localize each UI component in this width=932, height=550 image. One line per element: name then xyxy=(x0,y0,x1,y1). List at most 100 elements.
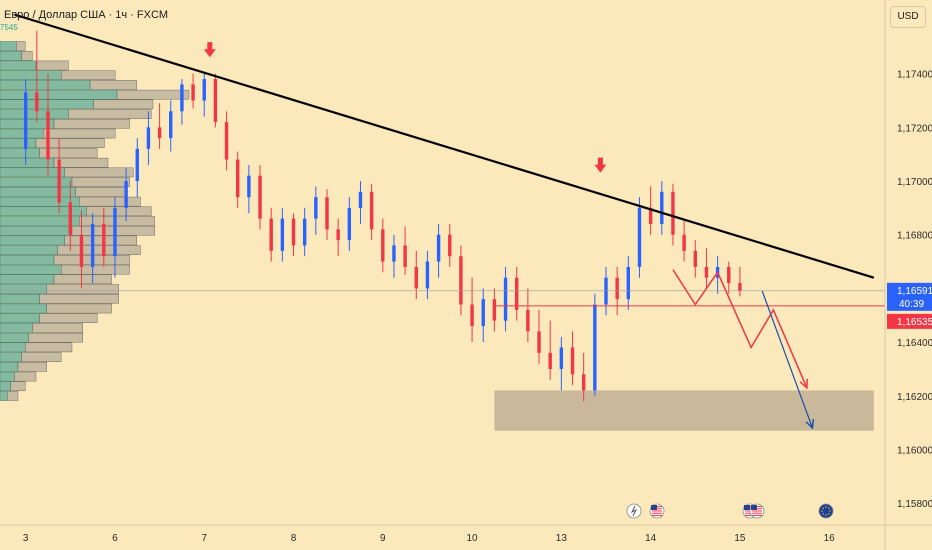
candle-body xyxy=(213,79,218,122)
volume-profile-bar-down xyxy=(53,274,112,285)
volume-profile-bar-up xyxy=(0,109,69,119)
volume-profile-bar-down xyxy=(93,99,154,110)
candle-body xyxy=(57,159,61,203)
eu-star xyxy=(828,513,830,515)
blue-projection-arrow xyxy=(805,418,815,430)
candle-body xyxy=(548,352,552,369)
price-tick-label: 1,16000 xyxy=(897,445,932,456)
volume-profile-bar-down xyxy=(39,148,98,158)
time-tick-label: 16 xyxy=(824,533,836,544)
down-arrow-marker-stem xyxy=(207,42,213,51)
candle-body xyxy=(247,175,251,198)
volume-profile-bar-down xyxy=(53,157,109,168)
candle-body xyxy=(581,374,586,391)
volume-profile-bar-down xyxy=(75,187,127,197)
candle-body xyxy=(615,277,619,300)
candle-body xyxy=(336,229,340,241)
last-price-value: 1,16591 xyxy=(897,286,932,297)
volume-profile-bar-up xyxy=(0,187,76,197)
last-price-tag xyxy=(887,282,932,311)
volume-profile-bar-up xyxy=(0,216,80,226)
time-tick-label: 8 xyxy=(291,533,297,544)
candle-body xyxy=(727,266,731,284)
time-tick-label: 14 xyxy=(645,533,657,544)
candle-body xyxy=(682,234,686,251)
price-tick-label: 1,17200 xyxy=(897,123,932,134)
time-tick-label: 6 xyxy=(112,533,118,544)
volume-profile-bar-down xyxy=(61,70,116,80)
eu-star xyxy=(829,510,831,512)
volume-profile-bar-up xyxy=(0,225,73,236)
candle-body xyxy=(180,84,184,112)
candle-body xyxy=(202,79,206,101)
volume-profile-bar-down xyxy=(39,294,119,304)
price-tick-label: 1,16400 xyxy=(897,338,932,349)
currency-button[interactable]: USD xyxy=(890,6,926,28)
volume-profile-bar-up xyxy=(0,99,94,110)
volume-profile-bar-up xyxy=(0,323,33,333)
trendline xyxy=(14,13,875,279)
eu-star xyxy=(825,514,827,516)
candle-body xyxy=(169,111,173,139)
volume-profile-bar-down xyxy=(43,128,116,139)
volume-profile-bar-down xyxy=(14,371,37,382)
volume-profile-bar-down xyxy=(16,41,26,51)
volume-profile-bar-up xyxy=(0,89,118,100)
candle-body xyxy=(593,304,597,391)
candle-body xyxy=(236,159,240,198)
candle-body xyxy=(570,347,575,375)
price-tick-label: 1,17400 xyxy=(897,70,932,81)
candle-body xyxy=(559,347,564,369)
candle-body xyxy=(671,191,675,235)
candle-body xyxy=(503,277,508,321)
candle-body xyxy=(369,191,374,230)
volume-profile-bar-down xyxy=(28,332,83,343)
volume-profile-bar-up xyxy=(0,371,15,382)
volume-profile-bar-down xyxy=(71,177,130,187)
volume-profile-bar-down xyxy=(78,216,155,226)
volume-profile-bar-up xyxy=(0,391,8,401)
volume-profile-bar-down xyxy=(35,138,105,149)
candle-body xyxy=(704,266,709,278)
candle-body xyxy=(314,197,318,219)
candle-body xyxy=(738,283,742,292)
candle-body xyxy=(414,266,418,289)
volume-profile-bar-down xyxy=(21,352,62,362)
blue-projection-line xyxy=(761,290,814,429)
volume-profile-bar-up xyxy=(0,284,47,294)
candle-body xyxy=(648,207,653,224)
us-flag-canton xyxy=(651,505,657,510)
eu-star xyxy=(828,507,830,509)
time-tick-label: 13 xyxy=(556,533,568,544)
candle-body xyxy=(436,234,441,262)
eu-star xyxy=(822,507,824,509)
price-tick-label: 1,16200 xyxy=(897,392,932,403)
candle-body xyxy=(291,218,296,246)
candle-body xyxy=(660,191,664,224)
volume-profile-bar-up xyxy=(0,167,66,178)
time-tick-label: 7 xyxy=(201,533,207,544)
volume-profile-bar-down xyxy=(17,362,47,372)
volume-profile-bar-up xyxy=(0,128,44,139)
candle-body xyxy=(68,202,73,235)
candle-body xyxy=(392,245,396,262)
candle-body xyxy=(135,148,139,182)
eu-star xyxy=(825,506,827,508)
volume-profile-bar-up xyxy=(0,381,12,392)
volume-profile-bar-down xyxy=(6,391,19,401)
volume-profile-bar-up xyxy=(0,303,47,314)
candle-body xyxy=(448,234,452,257)
volume-profile-bar-up xyxy=(0,245,58,255)
support-zone xyxy=(494,390,874,431)
volume-profile-bar-up xyxy=(0,255,55,265)
volume-profile-bar-up xyxy=(0,235,66,246)
volume-profile-bar-down xyxy=(116,89,190,100)
time-tick-label: 15 xyxy=(734,533,746,544)
red-projection-path xyxy=(672,269,808,389)
level-price-value: 1,16535 xyxy=(897,317,932,328)
volume-profile-bar-down xyxy=(57,245,141,255)
candle-body xyxy=(358,191,363,208)
candle-body xyxy=(102,224,106,257)
